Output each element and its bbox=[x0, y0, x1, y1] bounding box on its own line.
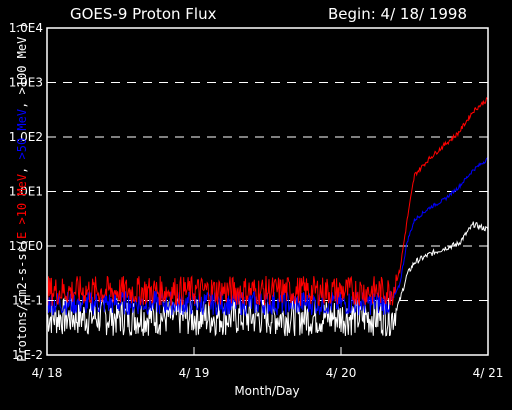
y-tick-label: 1.0E3 bbox=[9, 76, 43, 90]
y-tick-label: 1.E-1 bbox=[12, 294, 43, 308]
y-axis-label-part: E >10 MeV bbox=[15, 174, 29, 239]
y-tick-label: 1.0E0 bbox=[9, 239, 43, 253]
y-tick-label: 1.0E1 bbox=[9, 185, 43, 199]
y-axis-label-part: , bbox=[15, 159, 29, 173]
x-tick-labels: 4/ 18 4/ 19 4/ 20 4/ 21 bbox=[32, 347, 504, 380]
series-line bbox=[46, 221, 489, 337]
y-axis-label-part: >50 MeV bbox=[15, 109, 29, 160]
series-line bbox=[46, 96, 489, 307]
chart-title: GOES-9 Proton Flux bbox=[70, 5, 217, 23]
y-axis-label-part: Protons/cm2-s-sr( bbox=[15, 239, 29, 362]
x-tick-label: 4/ 20 bbox=[326, 366, 357, 380]
x-tick-label: 4/ 19 bbox=[179, 366, 210, 380]
grid-lines bbox=[47, 82, 488, 301]
y-axis-label-part: >100 MeV bbox=[15, 37, 29, 95]
y-tick-labels: 1.E-2 1.E-1 1.0E0 1.0E1 1.0E2 1.0E3 1.0E4 bbox=[9, 21, 53, 362]
y-axis-label: Protons/cm2-s-sr(E >10 MeV, >50 MeV, >10… bbox=[15, 22, 29, 362]
x-tick-label: 4/ 18 bbox=[32, 366, 63, 380]
chart-subtitle: Begin: 4/ 18/ 1998 bbox=[328, 5, 467, 23]
y-tick-label: 1.0E2 bbox=[9, 130, 43, 144]
y-axis-label-part: , bbox=[15, 94, 29, 108]
x-axis-label: Month/Day bbox=[234, 384, 299, 398]
x-tick-label: 4/ 21 bbox=[473, 366, 504, 380]
series-lines bbox=[46, 96, 489, 337]
series-line bbox=[46, 157, 489, 317]
y-axis-label-part: ) bbox=[15, 22, 29, 36]
y-tick-label: 1.E-2 bbox=[12, 348, 43, 362]
y-tick-label: 1.0E4 bbox=[9, 21, 43, 35]
